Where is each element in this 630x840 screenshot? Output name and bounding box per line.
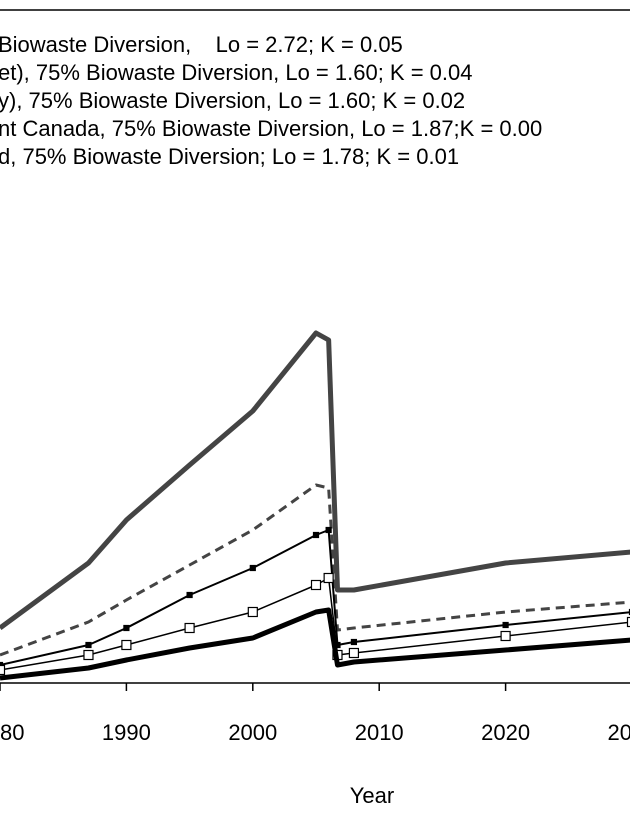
series-marker — [184, 622, 195, 634]
series-marker — [123, 624, 130, 632]
series-marker — [249, 564, 256, 572]
x-tick-label: 2020 — [481, 720, 530, 745]
x-tick-label: 2010 — [355, 720, 404, 745]
series-marker — [500, 630, 511, 642]
series-marker — [626, 616, 630, 628]
series-marker — [323, 572, 334, 584]
series-marker — [83, 649, 94, 661]
series-marker — [350, 638, 358, 646]
series-marker — [121, 639, 132, 651]
series-marker — [186, 591, 193, 599]
legend-label: Biowaste Diversion, Lo = 2.72; K = 0.05 — [0, 32, 403, 57]
series-line — [0, 529, 630, 666]
legend-label: y), 75% Biowaste Diversion, Lo = 1.60; K… — [0, 88, 465, 113]
series-marker — [85, 641, 92, 649]
legend-label: d, 75% Biowaste Diversion; Lo = 1.78; K … — [0, 144, 459, 169]
series-marker — [247, 606, 258, 618]
series-line — [0, 577, 630, 671]
series-marker — [0, 664, 6, 676]
x-tick-label: 1990 — [102, 720, 151, 745]
x-tick-label: 2030 — [608, 720, 630, 745]
series-marker — [348, 647, 360, 659]
series-line — [0, 483, 630, 657]
x-axis-label: Year — [350, 783, 394, 808]
legend-label: nt Canada, 75% Biowaste Diversion, Lo = … — [0, 116, 542, 141]
series-marker — [312, 531, 320, 539]
series-marker — [325, 526, 332, 534]
x-tick-label: 1980 — [0, 720, 24, 745]
series-marker — [310, 579, 322, 591]
x-tick-label: 2000 — [228, 720, 277, 745]
series-line — [0, 607, 630, 681]
legend-label: et), 75% Biowaste Diversion, Lo = 1.60; … — [0, 60, 473, 85]
series-line — [0, 330, 630, 631]
series-marker — [502, 621, 509, 629]
